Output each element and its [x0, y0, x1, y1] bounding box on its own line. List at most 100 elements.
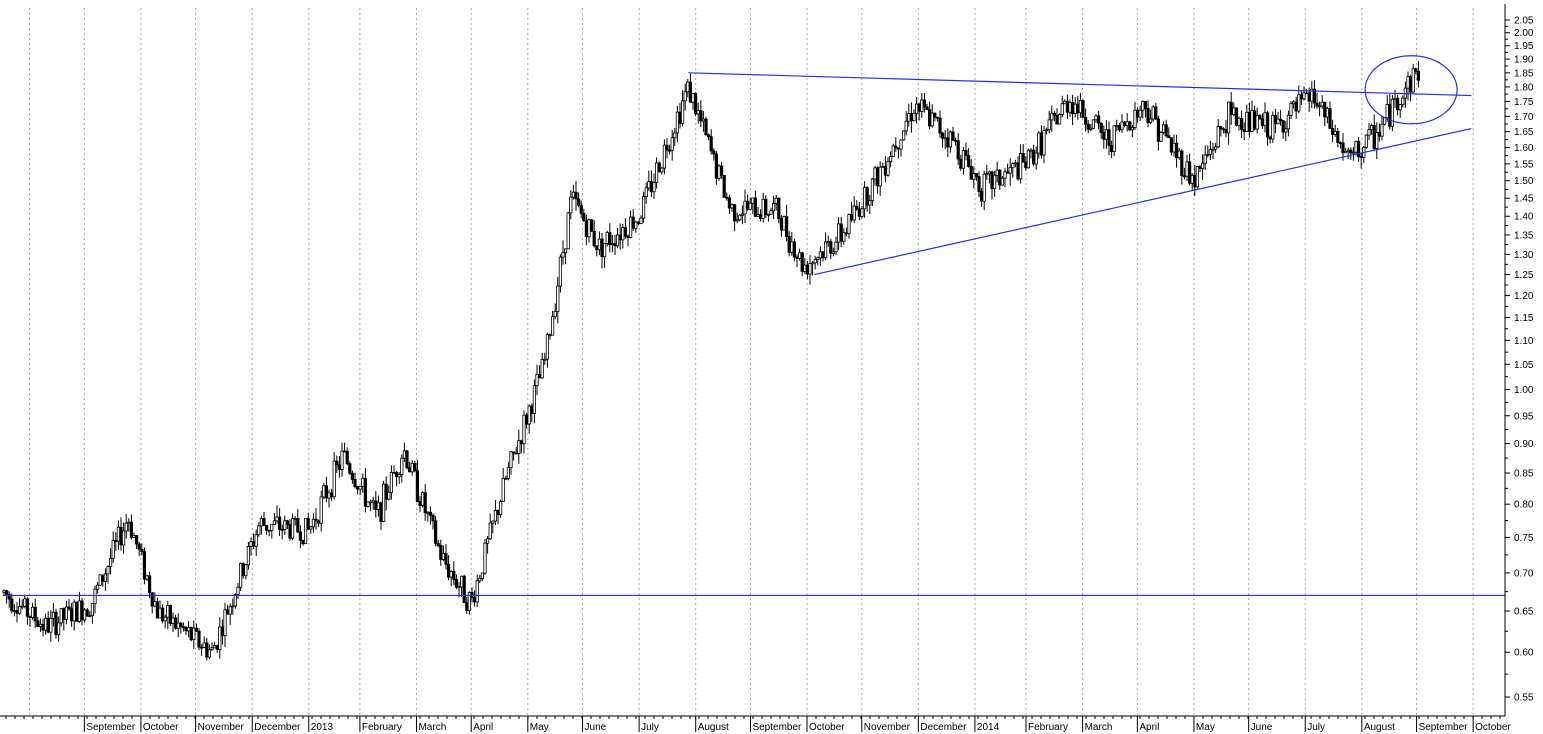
candlestick [1240, 110, 1244, 138]
candlestick [420, 490, 425, 508]
y-axis-tick-label: 1.45 [1514, 194, 1534, 205]
candlestick [803, 258, 807, 275]
candlestick [1403, 81, 1407, 108]
candlestick [1164, 119, 1168, 138]
candlestick [574, 181, 578, 211]
candlestick [475, 574, 479, 608]
candlestick [280, 524, 284, 540]
candlestick [1047, 110, 1051, 134]
candlestick [553, 303, 557, 320]
candlestick [1318, 101, 1322, 117]
candlestick [249, 537, 253, 556]
candlestick [465, 597, 469, 615]
candlestick [831, 247, 836, 257]
candlestick [210, 642, 214, 651]
candlestick [223, 602, 227, 647]
candlestick [109, 548, 113, 575]
x-axis-month-label: October [1475, 722, 1511, 733]
candlestick [1123, 121, 1127, 128]
candlestick [1084, 108, 1088, 132]
candlestick [327, 489, 331, 508]
candlestick [1292, 100, 1296, 109]
candlestick [270, 523, 274, 539]
candlestick [205, 637, 209, 661]
candlestick [558, 254, 563, 293]
candlestick [488, 513, 492, 541]
candlestick [605, 230, 609, 247]
y-axis-tick-label: 2.05 [1514, 16, 1534, 27]
candlestick [1328, 101, 1332, 129]
candlestick [267, 529, 271, 537]
candlestick [504, 475, 508, 480]
candlestick [1260, 113, 1264, 129]
candlestick [722, 175, 726, 198]
candlestick [368, 499, 373, 512]
candlestick [896, 147, 901, 159]
candlestick [358, 485, 362, 496]
candlestick [1398, 103, 1402, 118]
candlestick [1026, 148, 1030, 169]
candlestick [1065, 94, 1069, 120]
candlestick [439, 539, 443, 566]
candlestick [1110, 140, 1114, 159]
breakout-circle [1364, 55, 1458, 125]
candlestick [655, 157, 659, 189]
candlestick [1086, 119, 1090, 134]
candlestick [1052, 110, 1056, 122]
candlestick [920, 93, 924, 118]
candlestick [1029, 147, 1033, 159]
candlestick [1071, 94, 1075, 125]
candlestick [735, 212, 739, 224]
candlestick [1078, 92, 1082, 118]
candlestick [298, 525, 303, 549]
candlestick [616, 227, 620, 249]
candlestick [1172, 134, 1176, 157]
candlestick [1315, 92, 1319, 109]
x-axis-month-label: November [864, 722, 911, 733]
candlestick [915, 97, 919, 124]
candlestick [1253, 105, 1257, 131]
candlestick [670, 130, 674, 161]
x-axis-month-label: April [473, 722, 493, 733]
x-axis-month-label: June [585, 722, 607, 733]
candlestick [522, 410, 526, 454]
candlestick [7, 591, 11, 608]
candlestick [595, 245, 599, 257]
candlestick [610, 235, 615, 253]
candlestick [519, 439, 524, 454]
candlestick [811, 260, 815, 276]
y-axis-tick-label: 1.35 [1514, 230, 1534, 241]
candlestick [1338, 141, 1342, 149]
candlestick [62, 607, 66, 631]
candlestick [748, 197, 752, 211]
candlestick [1375, 122, 1379, 160]
y-axis-tick-label: 1.60 [1514, 143, 1534, 154]
candlestick [80, 597, 84, 626]
candlestick [163, 614, 167, 629]
candlestick [1396, 94, 1400, 116]
candlestick [969, 159, 973, 180]
candlestick [46, 611, 50, 634]
candlestick [246, 541, 250, 570]
candlestick [850, 201, 854, 222]
candlestick [506, 462, 511, 481]
candlestick [532, 379, 537, 424]
candlestick [1250, 100, 1254, 132]
candlestick [259, 516, 264, 535]
candlestick [1154, 102, 1158, 120]
candlestick [824, 232, 828, 261]
candlestick [485, 535, 490, 554]
candlestick [407, 461, 412, 473]
candlestick [1297, 85, 1301, 114]
candlestick [870, 177, 875, 207]
x-axis-month-label: December [920, 722, 967, 733]
candlestick [1182, 167, 1186, 180]
candlestick [951, 126, 955, 141]
candlestick [67, 599, 71, 612]
candlestick [785, 204, 789, 242]
candlestick [1058, 113, 1062, 125]
candlestick [72, 599, 76, 631]
candlestick [311, 513, 316, 533]
candlestick [813, 255, 817, 270]
candlestick [220, 619, 224, 645]
